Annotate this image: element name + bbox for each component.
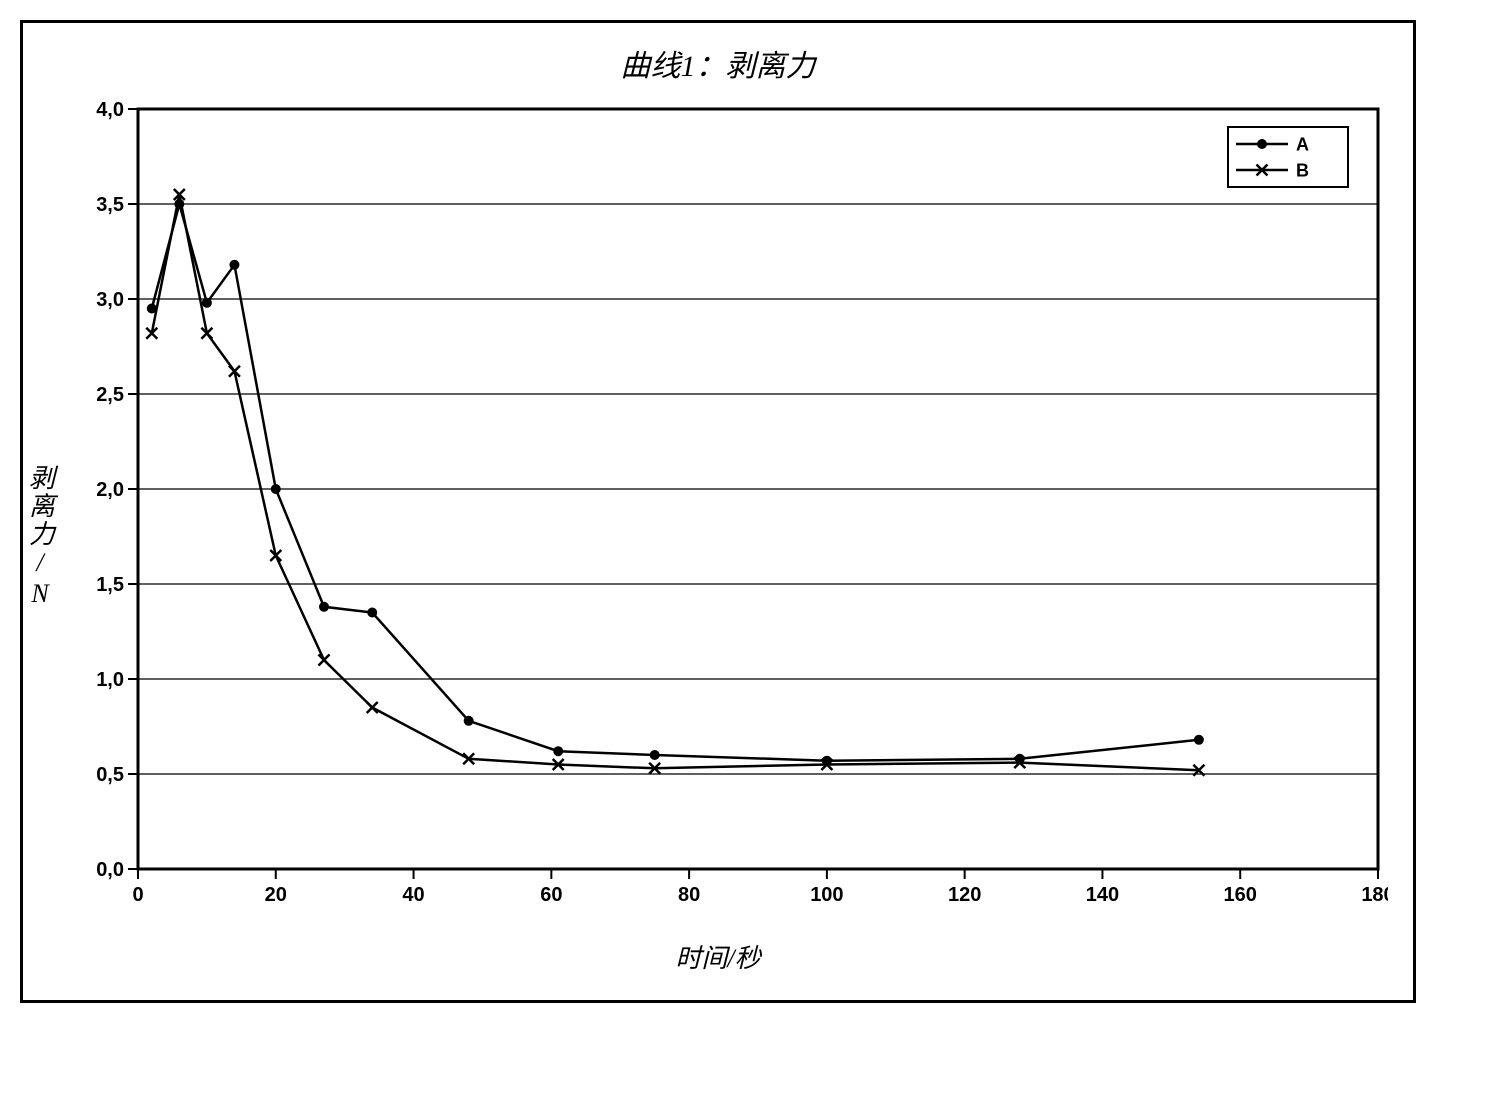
x-tick-label: 100 <box>810 884 843 906</box>
x-tick-label: 80 <box>678 884 700 906</box>
legend-label: B <box>1296 160 1309 180</box>
y-tick-label: 2,0 <box>96 479 124 501</box>
y-tick-label: 0,0 <box>96 859 124 881</box>
chart-area: 剥离力/N 0204060801001201401601800,00,51,01… <box>48 99 1388 975</box>
x-tick-label: 140 <box>1086 884 1119 906</box>
series-B <box>146 189 1204 776</box>
y-tick-label: 2,5 <box>96 384 124 406</box>
y-tick-label: 3,5 <box>96 194 124 216</box>
x-tick-label: 40 <box>402 884 424 906</box>
legend: AB <box>1228 127 1348 187</box>
x-tick-label: 60 <box>540 884 562 906</box>
x-tick-label: 0 <box>132 884 143 906</box>
y-tick-label: 1,0 <box>96 669 124 691</box>
y-tick-label: 0,5 <box>96 764 124 786</box>
y-axis-label: 剥离力/N <box>22 464 59 610</box>
chart-outer-frame: 曲线1：剥离力 剥离力/N 0 20 40 60 80 100 120 140 160 180 0,… <box>20 20 1416 1003</box>
y-tick-label: 1,5 <box>96 574 124 596</box>
y-tick-label: 3,0 <box>96 289 124 311</box>
x-tick-label: 160 <box>1224 884 1257 906</box>
x-axis-label: 时间/秒 <box>48 938 1388 975</box>
x-tick-label: 20 <box>265 884 287 906</box>
series-A <box>147 200 1203 766</box>
x-tick-label: 180 <box>1361 884 1388 906</box>
x-tick-label: 120 <box>948 884 981 906</box>
legend-label: A <box>1296 134 1309 154</box>
chart-svg: 0 20 40 60 80 100 120 140 160 180 0,0 0,5 1,0 1,5 2,0 2… <box>48 99 1388 929</box>
chart-title: 曲线1：剥离力 <box>48 41 1388 85</box>
y-tick-label: 4,0 <box>96 99 124 121</box>
